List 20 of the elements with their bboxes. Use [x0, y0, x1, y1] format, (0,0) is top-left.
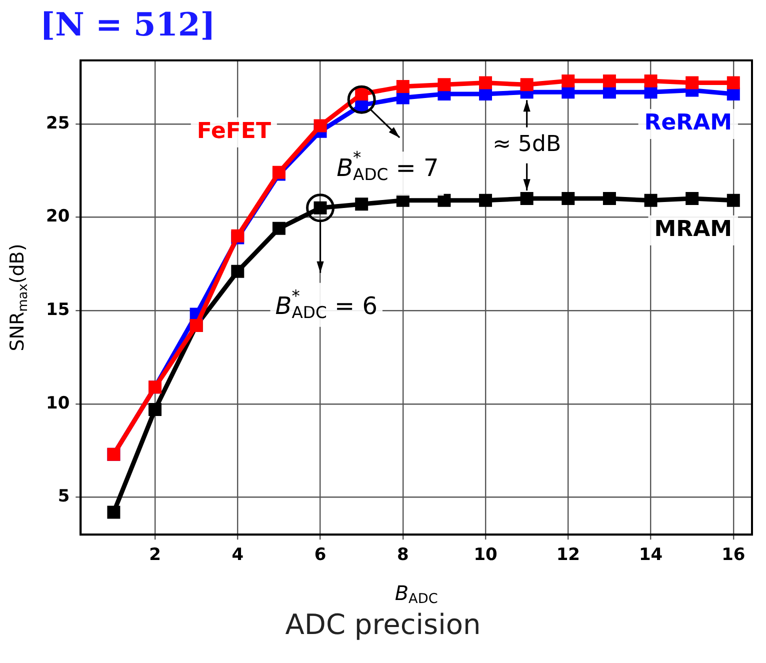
series-label: ReRAM [644, 110, 732, 136]
y-tick-label: 10 [46, 393, 70, 414]
x-tick-label: 8 [396, 545, 409, 566]
chart-title: [N = 512] [40, 6, 216, 44]
x-tick-label: 2 [149, 545, 161, 566]
y-tick-label: 20 [46, 206, 70, 227]
x-tick-label: 10 [474, 545, 498, 566]
y-tick-label: 5 [58, 486, 70, 507]
y-tick-label: 25 [46, 113, 70, 134]
text: ADC precision [284, 608, 482, 641]
x-tick-label: 6 [314, 545, 326, 566]
series-label: FeFET [196, 119, 271, 144]
annotation: ≈ 5dB [492, 132, 562, 158]
y-tick-label: 15 [46, 300, 70, 320]
series-label: MRAM [654, 217, 732, 242]
y-axis-title: SNRmax(dB) [6, 244, 31, 352]
x-tick-label: 14 [638, 545, 663, 566]
x-tick-label: 16 [722, 545, 746, 566]
x-tick-label: 12 [556, 545, 580, 566]
x-tick-label: 4 [232, 545, 244, 566]
